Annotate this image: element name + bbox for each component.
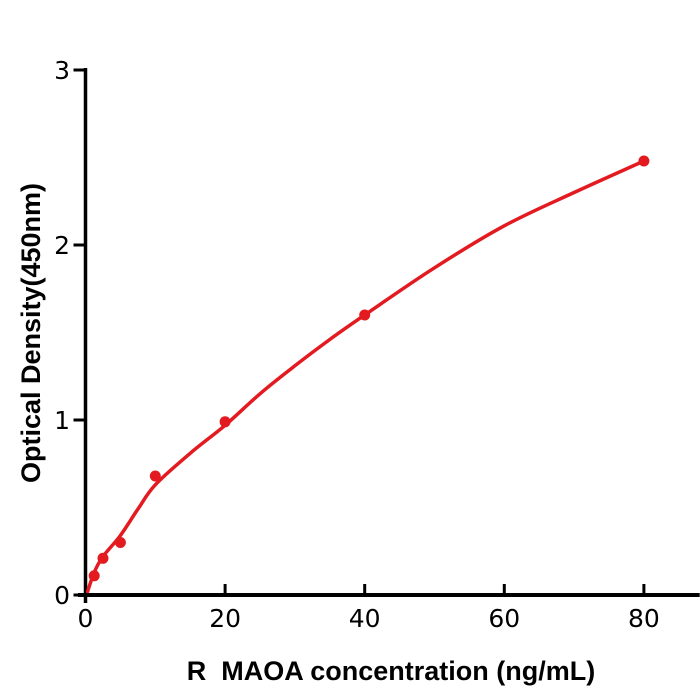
fit-curve (85, 159, 646, 594)
data-point (638, 155, 650, 167)
x-tick-label: 80 (628, 604, 660, 633)
data-point (97, 552, 109, 564)
y-axis-label: Optical Density(450nm) (16, 183, 46, 483)
x-tick-label: 0 (78, 604, 94, 633)
data-point (149, 470, 161, 482)
y-tick-label: 3 (54, 56, 70, 85)
x-tick-label: 60 (488, 604, 520, 633)
data-point (88, 570, 100, 582)
y-tick-label: 0 (54, 581, 70, 610)
y-tick-label: 1 (54, 406, 70, 435)
x-axis-label: R MAOA concentration (ng/mL) (187, 656, 595, 686)
y-tick-label: 2 (54, 231, 70, 260)
data-point (359, 309, 371, 321)
chart-generated-layer: 0 20 40 60 80 0 1 2 3 (54, 56, 700, 633)
data-point (219, 416, 231, 428)
data-point (114, 537, 126, 548)
x-tick-label: 40 (349, 604, 381, 633)
x-tick-label: 20 (209, 604, 241, 633)
